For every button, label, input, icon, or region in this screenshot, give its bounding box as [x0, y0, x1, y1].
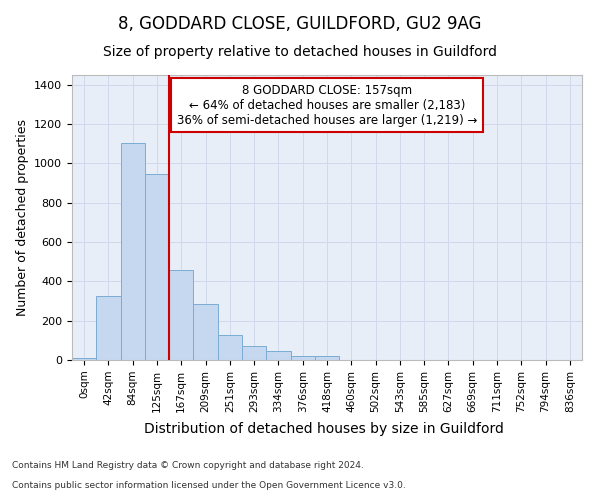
Text: Contains public sector information licensed under the Open Government Licence v3: Contains public sector information licen… — [12, 481, 406, 490]
Bar — [218, 336, 242, 360]
Bar — [145, 174, 169, 360]
Bar — [169, 270, 193, 360]
Text: 8, GODDARD CLOSE, GUILDFORD, GU2 9AG: 8, GODDARD CLOSE, GUILDFORD, GU2 9AG — [118, 15, 482, 33]
Bar — [315, 356, 339, 360]
Bar — [193, 304, 218, 360]
Bar — [72, 358, 96, 360]
Bar — [242, 346, 266, 360]
Bar — [96, 296, 121, 360]
Bar — [121, 143, 145, 360]
Bar — [266, 351, 290, 360]
Bar — [290, 356, 315, 360]
Text: Contains HM Land Registry data © Crown copyright and database right 2024.: Contains HM Land Registry data © Crown c… — [12, 461, 364, 470]
Text: 8 GODDARD CLOSE: 157sqm
← 64% of detached houses are smaller (2,183)
36% of semi: 8 GODDARD CLOSE: 157sqm ← 64% of detache… — [177, 84, 477, 126]
Text: Distribution of detached houses by size in Guildford: Distribution of detached houses by size … — [144, 422, 504, 436]
Text: Size of property relative to detached houses in Guildford: Size of property relative to detached ho… — [103, 45, 497, 59]
Y-axis label: Number of detached properties: Number of detached properties — [16, 119, 29, 316]
